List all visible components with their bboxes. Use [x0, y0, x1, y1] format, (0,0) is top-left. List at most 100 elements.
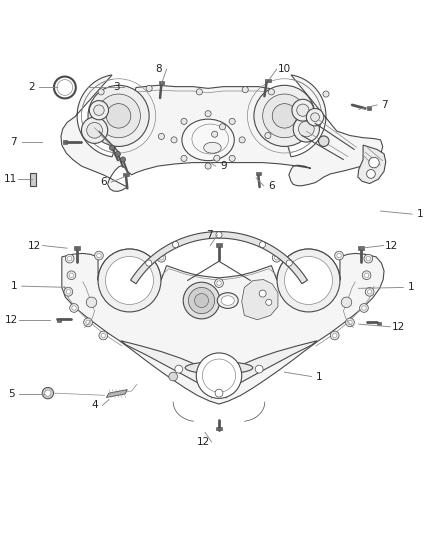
- Circle shape: [89, 101, 109, 120]
- Polygon shape: [30, 173, 36, 186]
- Text: 1: 1: [417, 209, 423, 219]
- Circle shape: [292, 99, 314, 121]
- Text: 12: 12: [385, 240, 398, 251]
- Circle shape: [242, 87, 248, 93]
- Polygon shape: [242, 280, 278, 320]
- Circle shape: [173, 241, 179, 248]
- Bar: [216, 244, 222, 247]
- Circle shape: [87, 123, 102, 138]
- Circle shape: [86, 297, 97, 308]
- Circle shape: [266, 299, 272, 305]
- Bar: [63, 140, 67, 144]
- Circle shape: [183, 282, 220, 319]
- Circle shape: [64, 287, 73, 296]
- Circle shape: [369, 157, 379, 168]
- Circle shape: [285, 256, 332, 304]
- Polygon shape: [106, 390, 127, 398]
- Circle shape: [293, 116, 319, 142]
- Circle shape: [65, 254, 74, 263]
- Circle shape: [84, 318, 92, 327]
- Circle shape: [169, 372, 177, 381]
- Bar: [57, 319, 60, 322]
- Circle shape: [337, 253, 341, 258]
- Circle shape: [229, 155, 235, 161]
- Polygon shape: [61, 75, 383, 191]
- Circle shape: [86, 320, 90, 325]
- Circle shape: [362, 271, 371, 280]
- Circle shape: [115, 151, 120, 157]
- Circle shape: [69, 273, 74, 277]
- Circle shape: [171, 137, 177, 143]
- Circle shape: [275, 256, 279, 260]
- Ellipse shape: [217, 293, 238, 309]
- Circle shape: [106, 103, 131, 128]
- Circle shape: [67, 271, 76, 280]
- Circle shape: [205, 163, 211, 169]
- Circle shape: [259, 290, 266, 297]
- Text: 7: 7: [11, 137, 17, 147]
- Text: 12: 12: [5, 315, 18, 325]
- Circle shape: [335, 251, 343, 260]
- Circle shape: [159, 256, 163, 260]
- Circle shape: [81, 117, 108, 143]
- Bar: [216, 427, 222, 430]
- Text: 7: 7: [206, 230, 213, 240]
- Text: 12: 12: [28, 240, 41, 251]
- Circle shape: [254, 85, 315, 147]
- Circle shape: [95, 251, 103, 260]
- Text: 1: 1: [11, 281, 17, 291]
- Bar: [159, 81, 164, 84]
- Circle shape: [214, 155, 220, 161]
- Text: 3: 3: [113, 83, 120, 93]
- Text: 12: 12: [197, 437, 210, 447]
- Text: 5: 5: [8, 389, 15, 399]
- Circle shape: [265, 133, 271, 139]
- Ellipse shape: [204, 142, 221, 153]
- Circle shape: [298, 121, 314, 137]
- Circle shape: [215, 279, 223, 287]
- Bar: [256, 172, 261, 175]
- Circle shape: [157, 253, 166, 262]
- Text: 4: 4: [91, 400, 98, 410]
- Circle shape: [341, 297, 352, 308]
- Bar: [265, 79, 271, 82]
- Circle shape: [272, 103, 297, 128]
- Text: 7: 7: [381, 100, 388, 110]
- Circle shape: [366, 256, 371, 261]
- Circle shape: [330, 331, 339, 340]
- Polygon shape: [62, 249, 384, 404]
- Text: 1: 1: [408, 282, 414, 293]
- Text: 6: 6: [268, 181, 275, 191]
- Polygon shape: [131, 232, 307, 284]
- Bar: [124, 173, 129, 176]
- Circle shape: [42, 387, 53, 399]
- Circle shape: [297, 104, 309, 116]
- Bar: [74, 246, 80, 250]
- Circle shape: [311, 113, 319, 122]
- Circle shape: [365, 287, 374, 296]
- Circle shape: [367, 289, 372, 294]
- Circle shape: [364, 273, 369, 277]
- Text: 1: 1: [316, 372, 323, 382]
- Circle shape: [94, 105, 104, 116]
- Circle shape: [268, 89, 275, 95]
- Circle shape: [99, 331, 108, 340]
- Circle shape: [216, 232, 222, 238]
- Ellipse shape: [221, 296, 234, 305]
- Bar: [378, 321, 381, 325]
- Text: 9: 9: [220, 161, 227, 171]
- Circle shape: [217, 281, 221, 285]
- Text: 12: 12: [392, 322, 405, 332]
- Circle shape: [277, 249, 340, 312]
- Circle shape: [66, 289, 71, 294]
- Circle shape: [239, 137, 245, 143]
- Circle shape: [181, 118, 187, 124]
- Circle shape: [196, 89, 202, 95]
- Circle shape: [360, 304, 368, 312]
- Text: 8: 8: [155, 64, 162, 74]
- Text: 11: 11: [4, 174, 17, 184]
- Circle shape: [367, 169, 375, 179]
- Circle shape: [97, 253, 101, 258]
- Polygon shape: [358, 145, 386, 183]
- Circle shape: [70, 304, 78, 312]
